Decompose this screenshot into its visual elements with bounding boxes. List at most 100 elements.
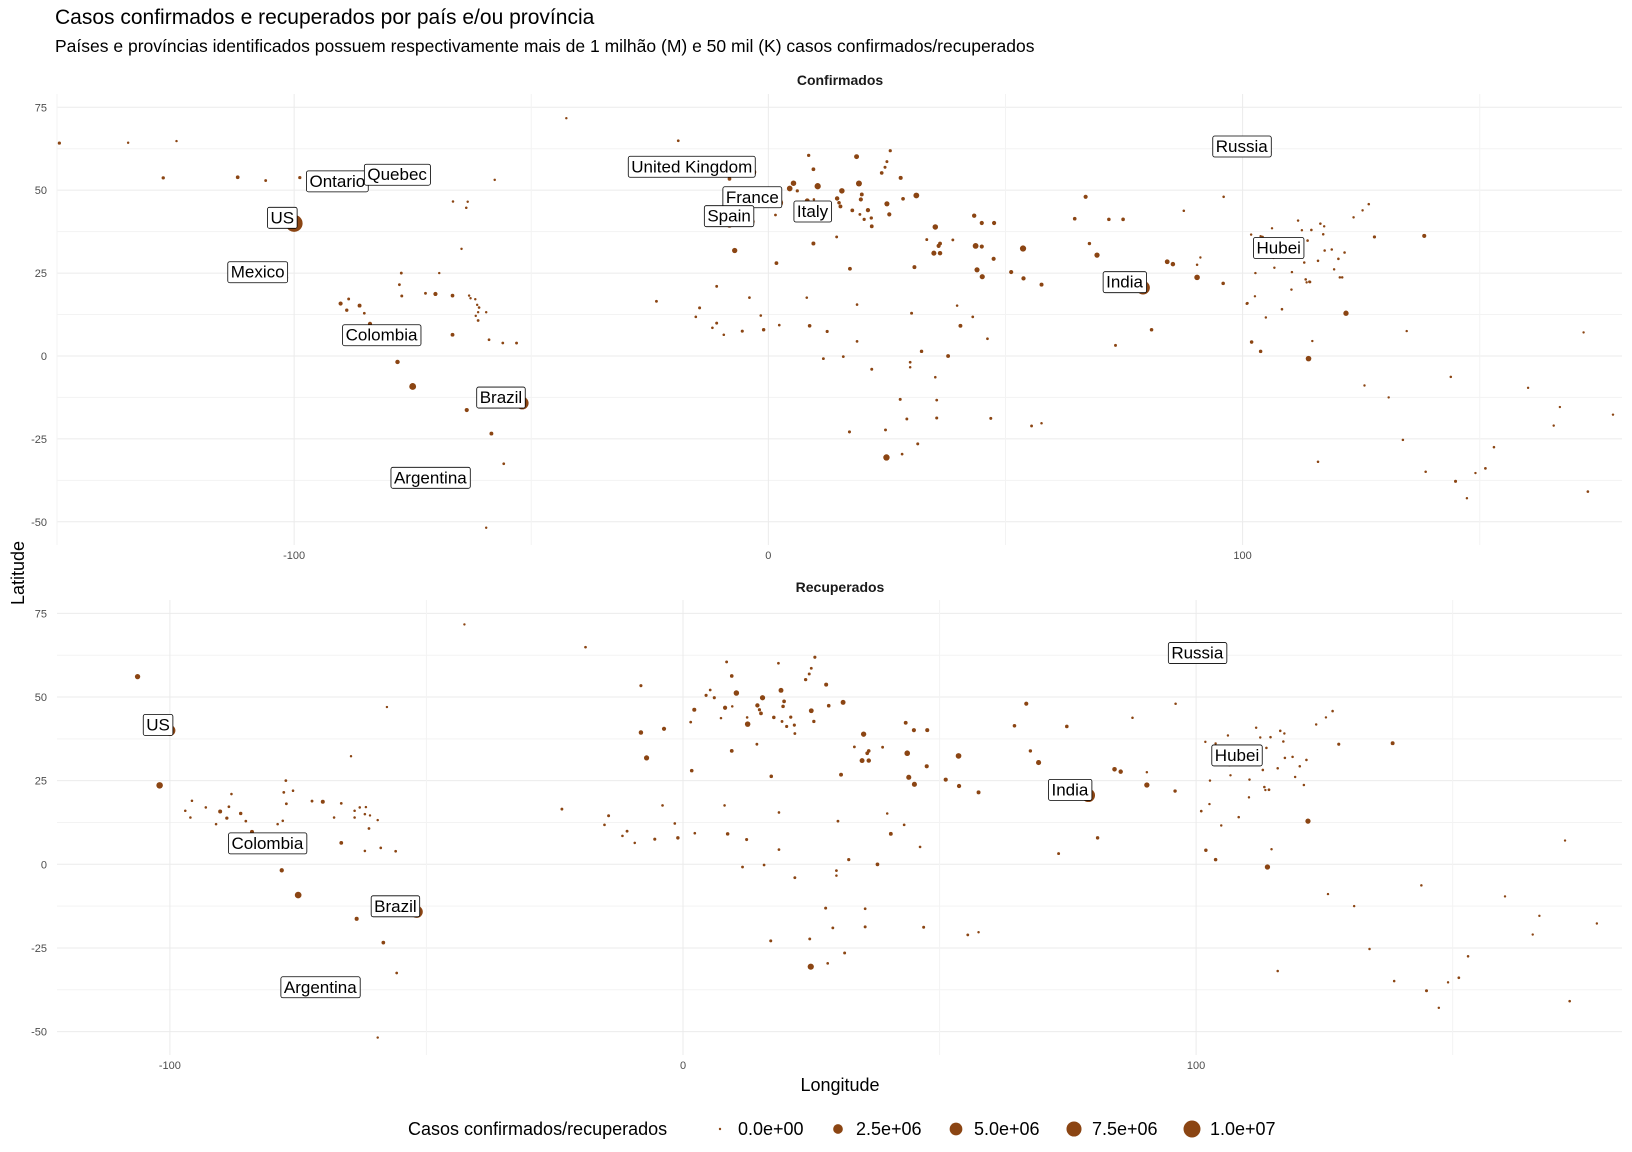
data-point — [235, 175, 240, 180]
data-point — [357, 303, 362, 308]
data-point — [1036, 760, 1042, 766]
label-box — [1212, 135, 1272, 158]
point-label: Russia — [1167, 642, 1228, 664]
data-point — [466, 200, 469, 203]
point-label: Brazil — [370, 895, 421, 918]
data-point — [790, 180, 797, 186]
data-point — [689, 720, 693, 724]
data-point — [755, 742, 759, 746]
data-point — [782, 699, 786, 704]
data-point — [835, 874, 838, 877]
data-point — [484, 310, 488, 314]
label-text: France — [726, 188, 779, 207]
data-point — [924, 764, 929, 769]
data-point — [777, 661, 780, 665]
data-point — [855, 340, 859, 343]
label-box — [703, 205, 755, 228]
data-point — [450, 332, 455, 337]
data-point — [977, 930, 980, 934]
data-point — [1387, 396, 1390, 399]
data-point — [353, 816, 356, 819]
x-tick-label: -100 — [283, 550, 305, 562]
data-point — [284, 779, 288, 783]
y-tick-label: 0 — [41, 859, 47, 871]
label-text: Russia — [1216, 137, 1269, 156]
data-point — [1149, 328, 1154, 332]
data-point — [865, 207, 871, 213]
x-tick-label: 100 — [1233, 550, 1251, 562]
data-point — [484, 526, 488, 529]
data-point — [1259, 736, 1262, 739]
data-point — [777, 323, 781, 327]
data-point — [379, 846, 383, 850]
data-point — [310, 799, 314, 803]
data-point — [1538, 914, 1541, 918]
data-point — [840, 699, 846, 705]
data-point — [925, 728, 930, 733]
data-point — [332, 816, 336, 819]
data-point — [793, 732, 797, 735]
data-point — [362, 311, 366, 315]
data-point — [884, 201, 890, 207]
label-box — [1211, 744, 1263, 767]
data-point — [276, 822, 279, 826]
data-point — [835, 235, 839, 239]
data-point — [1424, 989, 1429, 993]
data-point — [1195, 263, 1199, 267]
data-point — [1021, 276, 1026, 281]
data-point — [1019, 245, 1027, 252]
data-point — [584, 645, 587, 649]
data-point — [1264, 788, 1267, 792]
chart-subtitle: Países e províncias identificados possue… — [55, 36, 1035, 56]
data-point — [1526, 386, 1530, 390]
label-text: Colombia — [346, 326, 418, 345]
y-tick-label: 75 — [35, 608, 47, 620]
data-point — [911, 728, 916, 733]
data-point — [1208, 802, 1211, 806]
data-point — [902, 823, 906, 827]
data-point — [639, 684, 643, 688]
data-point — [805, 296, 809, 299]
data-point — [1028, 749, 1033, 753]
data-point — [912, 265, 917, 270]
data-point — [826, 703, 831, 708]
data-point — [729, 748, 734, 753]
label-box — [370, 895, 421, 918]
data-point — [643, 755, 650, 761]
data-point — [989, 416, 993, 420]
data-point — [298, 175, 302, 180]
y-tick-label: 75 — [35, 102, 47, 114]
data-point — [744, 721, 751, 727]
data-point — [812, 198, 816, 201]
data-point — [424, 291, 427, 295]
data-point — [1372, 235, 1377, 239]
label-box — [267, 206, 298, 229]
data-point — [385, 705, 389, 709]
x-tick-label: 0 — [765, 550, 771, 562]
data-point — [1012, 724, 1017, 728]
data-point — [860, 731, 867, 737]
data-point — [792, 723, 796, 727]
data-point — [725, 832, 730, 836]
data-point — [847, 858, 851, 862]
legend-title: Casos confirmados/recuperados — [408, 1119, 667, 1139]
point-label: Colombia — [342, 324, 422, 347]
data-point — [1145, 771, 1149, 774]
data-point — [807, 323, 812, 328]
data-point — [381, 940, 386, 945]
label-box — [363, 163, 431, 186]
data-point — [1322, 225, 1326, 228]
data-point — [795, 189, 799, 193]
label-box — [280, 976, 361, 999]
data-point — [869, 224, 874, 229]
data-point — [1199, 256, 1202, 259]
data-point — [1311, 339, 1314, 343]
data-point — [1302, 783, 1306, 787]
data-point — [1306, 239, 1309, 242]
point-label: US — [142, 714, 174, 736]
data-point — [725, 660, 729, 664]
data-point — [1261, 768, 1265, 772]
data-point — [1094, 252, 1100, 258]
data-point — [762, 863, 766, 867]
data-point — [347, 297, 351, 301]
